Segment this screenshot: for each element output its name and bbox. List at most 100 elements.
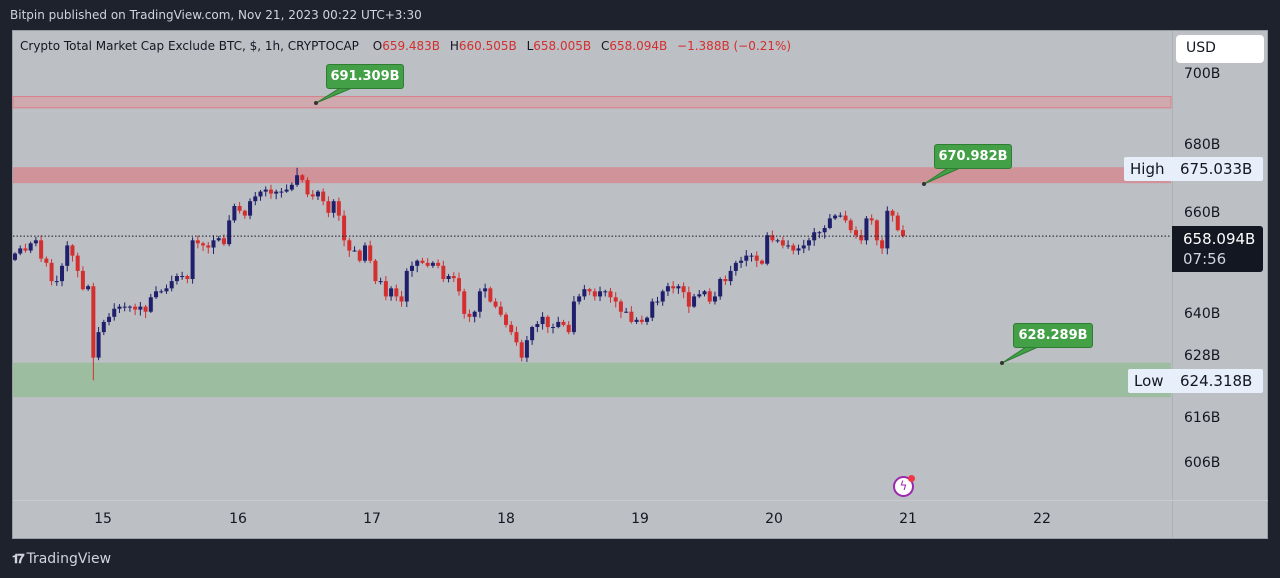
candle-up — [718, 279, 723, 297]
candle-up — [786, 245, 791, 247]
candle-up — [169, 281, 174, 289]
candle-down — [373, 260, 378, 282]
candle-down — [39, 240, 44, 259]
candle-up — [227, 220, 232, 245]
candle-up — [362, 245, 367, 261]
time-label: 20 — [765, 511, 783, 527]
candle-down — [75, 255, 80, 271]
candle-down — [201, 243, 206, 246]
legend-high: H660.505B — [450, 39, 517, 53]
time-label: 15 — [94, 511, 112, 527]
candle-up — [211, 240, 216, 248]
candle-up — [697, 294, 702, 297]
candle-up — [138, 306, 143, 310]
candle-down — [300, 175, 305, 180]
candle-up — [430, 262, 435, 266]
candle-up — [295, 175, 300, 185]
candle-down — [451, 276, 456, 279]
candle-down — [347, 240, 352, 251]
time-label: 16 — [229, 511, 247, 527]
time-label: 22 — [1033, 511, 1051, 527]
candle-up — [13, 253, 17, 260]
candle-up — [164, 288, 169, 292]
candle-down — [399, 296, 404, 302]
candle-down — [310, 194, 315, 197]
low-label: L — [526, 39, 534, 53]
high-value: 660.505B — [458, 39, 517, 53]
symbol-legend: Crypto Total Market Cap Exclude BTC, $, … — [20, 39, 797, 53]
candle-up — [127, 306, 132, 308]
time-label: 19 — [631, 511, 649, 527]
news-flash-icon[interactable]: ϟ — [893, 475, 915, 497]
candle-down — [488, 288, 493, 302]
legend-low: L658.005B — [527, 39, 592, 53]
candle-up — [18, 248, 23, 254]
candle-down — [336, 201, 341, 216]
candle-down — [462, 291, 467, 314]
candle-down — [848, 220, 853, 231]
candle-up — [728, 270, 733, 282]
price-label: 660B — [1184, 205, 1221, 221]
candle-up — [645, 317, 650, 322]
candle-down — [394, 288, 399, 297]
symbol-name: Crypto Total Market Cap Exclude BTC, $, … — [20, 39, 359, 53]
candle-down — [242, 210, 247, 216]
candle-up — [96, 332, 101, 358]
candle-up — [838, 215, 843, 217]
currency-button[interactable]: USD — [1176, 35, 1264, 63]
candle-down — [561, 321, 566, 325]
resistance-zone — [13, 167, 1171, 184]
candle-down — [629, 311, 634, 322]
candle-down — [467, 313, 472, 317]
time-axis-divider — [13, 500, 1268, 501]
candle-down — [859, 235, 864, 241]
price-label: 640B — [1184, 306, 1221, 322]
candle-up — [540, 316, 545, 325]
candle-up — [702, 291, 707, 295]
candle-up — [634, 319, 639, 322]
high-marker: High 675.033B — [1124, 157, 1263, 181]
candle-up — [378, 281, 383, 283]
candle-up — [603, 291, 608, 293]
candle-up — [86, 286, 91, 290]
candle-up — [180, 276, 185, 278]
close-label: C — [600, 39, 610, 53]
candle-up — [54, 281, 59, 283]
candle-down — [441, 265, 446, 279]
candle-down — [185, 276, 190, 279]
candle-up — [812, 232, 817, 241]
candle-down — [754, 255, 759, 261]
low-marker: Low 624.318B — [1128, 369, 1263, 393]
candle-up — [749, 255, 754, 257]
candle-up — [801, 245, 806, 249]
candle-up — [556, 321, 561, 328]
candle-up — [571, 301, 576, 333]
price-callout[interactable]: 628.289B — [1013, 323, 1093, 348]
candle-down — [195, 240, 200, 244]
candle-up — [822, 228, 827, 233]
price-callout[interactable]: 691.309B — [326, 64, 404, 89]
current-price: 658.094B — [1183, 230, 1256, 248]
open-value: 659.483B — [382, 39, 441, 53]
candle-down — [504, 314, 509, 325]
candle-down — [133, 306, 138, 310]
close-value: 658.094B — [609, 39, 668, 53]
candle-up — [483, 288, 488, 292]
candle-down — [681, 286, 686, 293]
candle-up — [446, 276, 451, 279]
candle-up — [577, 296, 582, 302]
candle-up — [472, 311, 477, 317]
tv-logo-icon: 𝟏𝟕 — [12, 551, 25, 567]
candle-up — [117, 306, 122, 309]
high-marker-value: 675.033B — [1180, 160, 1253, 178]
chart-panel[interactable] — [12, 30, 1268, 539]
candle-down — [519, 342, 524, 358]
candle-up — [253, 196, 258, 202]
candle-up — [154, 291, 159, 298]
candle-up — [885, 210, 890, 249]
price-callout[interactable]: 670.982B — [934, 144, 1012, 169]
candle-up — [107, 316, 112, 322]
candle-up — [650, 301, 655, 318]
candle-up — [65, 245, 70, 266]
